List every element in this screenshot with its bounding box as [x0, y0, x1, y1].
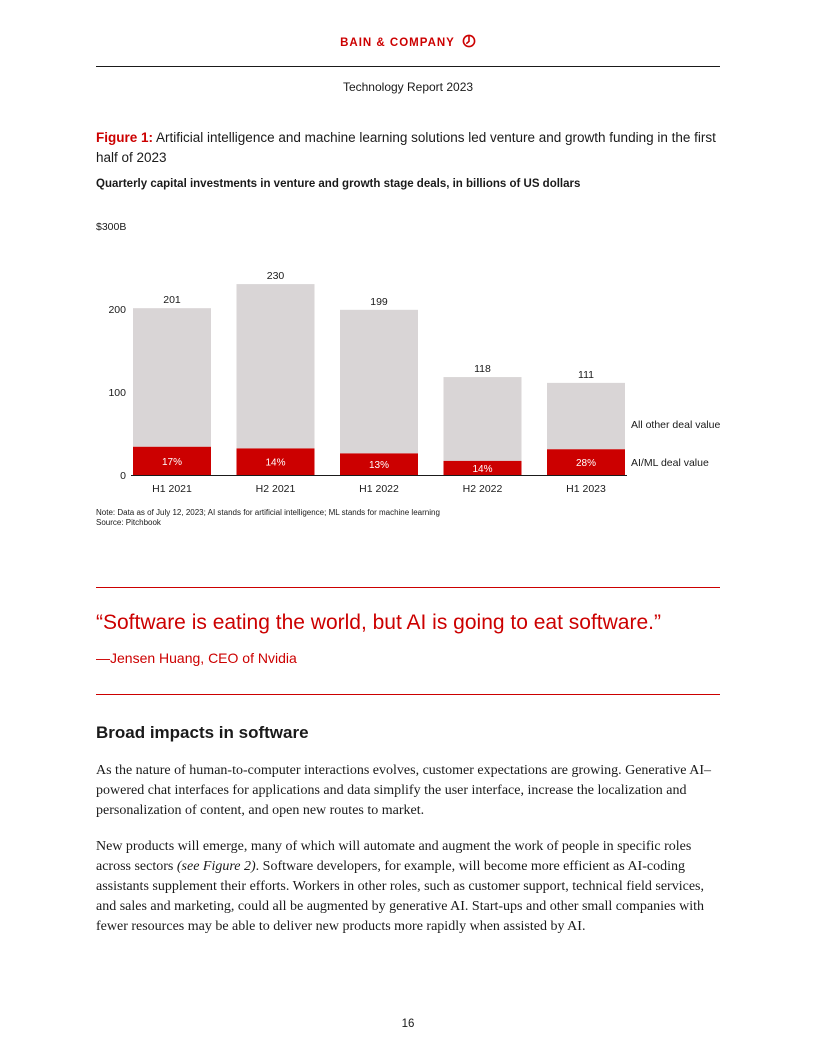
figure-source: Source: Pitchbook — [96, 518, 161, 527]
figure-note: Note: Data as of July 12, 2023; AI stand… — [96, 508, 440, 517]
legend-label-ai-ml: AI/ML deal value — [631, 457, 709, 469]
x-tick-label: H1 2022 — [359, 483, 399, 495]
x-tick-label: H1 2023 — [566, 483, 606, 495]
chart-legend: All other deal value AI/ML deal value — [631, 419, 720, 469]
x-tick-label: H1 2021 — [152, 483, 192, 495]
para2-end: . Software developers, for example, will… — [96, 859, 705, 934]
brand-header: BAIN & COMPANY — [0, 35, 816, 49]
x-tick-label: H2 2022 — [463, 483, 503, 495]
funding-bar-chart: 0 100 200 $300B 17% 201 14% 230 13% 199 14% 118 28%… — [96, 221, 720, 495]
y-tick-label: 200 — [108, 304, 126, 316]
bar-total-label: 118 — [474, 363, 491, 375]
quote-attribution: —Jensen Huang, CEO of Nvidia — [96, 650, 297, 666]
bain-logo-icon — [462, 35, 476, 48]
bar-total-label: 199 — [370, 296, 388, 308]
bar-ai-ml-deal-value — [340, 453, 418, 475]
x-axis-ticks: H1 2021 H2 2021 H1 2022 H2 2022 H1 2023 — [152, 483, 606, 495]
quote-top-divider — [96, 587, 720, 588]
y-tick-label: 100 — [108, 387, 126, 399]
section-heading: Broad impacts in software — [96, 723, 309, 742]
bar-total-label: 201 — [163, 294, 181, 306]
quote-bottom-divider — [96, 694, 720, 695]
bar-other-deal-value — [340, 309, 418, 454]
bar-ai-ml-deal-value — [443, 460, 522, 475]
page-number: 16 — [401, 1018, 415, 1030]
ai-share-label: 28% — [576, 458, 596, 469]
bar-other-deal-value — [236, 284, 315, 449]
ai-share-label: 13% — [369, 460, 389, 471]
bar-ai-ml-deal-value — [547, 449, 625, 475]
bar-ai-ml-deal-value — [133, 446, 211, 475]
bar-total-label: 111 — [578, 369, 594, 381]
ai-share-label: 14% — [265, 458, 285, 469]
y-tick-label: $300B — [96, 221, 126, 233]
y-axis-ticks: 0 100 200 $300B — [96, 221, 126, 482]
bar-other-deal-value — [133, 308, 211, 447]
y-tick-label: 0 — [120, 470, 126, 482]
figure-label: Figure 1: — [96, 130, 154, 145]
pull-quote: “Software is eating the world, but AI is… — [96, 611, 661, 634]
figure-title-text: Artificial intelligence and machine lear… — [96, 130, 716, 165]
figure-reference: (see Figure 2) — [176, 859, 256, 874]
ai-share-label: 17% — [162, 457, 182, 468]
legend-label-other: All other deal value — [631, 419, 720, 431]
body-paragraph-1: As the nature of human-to-computer inter… — [96, 763, 712, 818]
header-divider — [96, 66, 720, 67]
figure-title: Figure 1: Artificial intelligence and ma… — [96, 128, 726, 168]
bar-ai-ml-deal-value — [236, 448, 315, 475]
bar-total-label: 230 — [267, 270, 285, 282]
para2-start: New products will emerge, many of which … — [96, 839, 692, 874]
body-paragraph-2: New products will emerge, many of which … — [96, 837, 722, 937]
figure-subtitle: Quarterly capital investments in venture… — [96, 178, 581, 190]
ai-share-label: 14% — [472, 464, 492, 475]
bar-stacks: 17% 201 14% 230 13% 199 14% 118 28% 111 — [133, 270, 625, 475]
bar-other-deal-value — [443, 377, 522, 461]
bar-other-deal-value — [547, 382, 625, 450]
x-tick-label: H2 2021 — [256, 483, 296, 495]
report-title: Technology Report 2023 — [342, 80, 474, 94]
figure-notes: Note: Data as of July 12, 2023; AI stand… — [96, 508, 440, 528]
brand-name: BAIN & COMPANY — [340, 37, 455, 49]
